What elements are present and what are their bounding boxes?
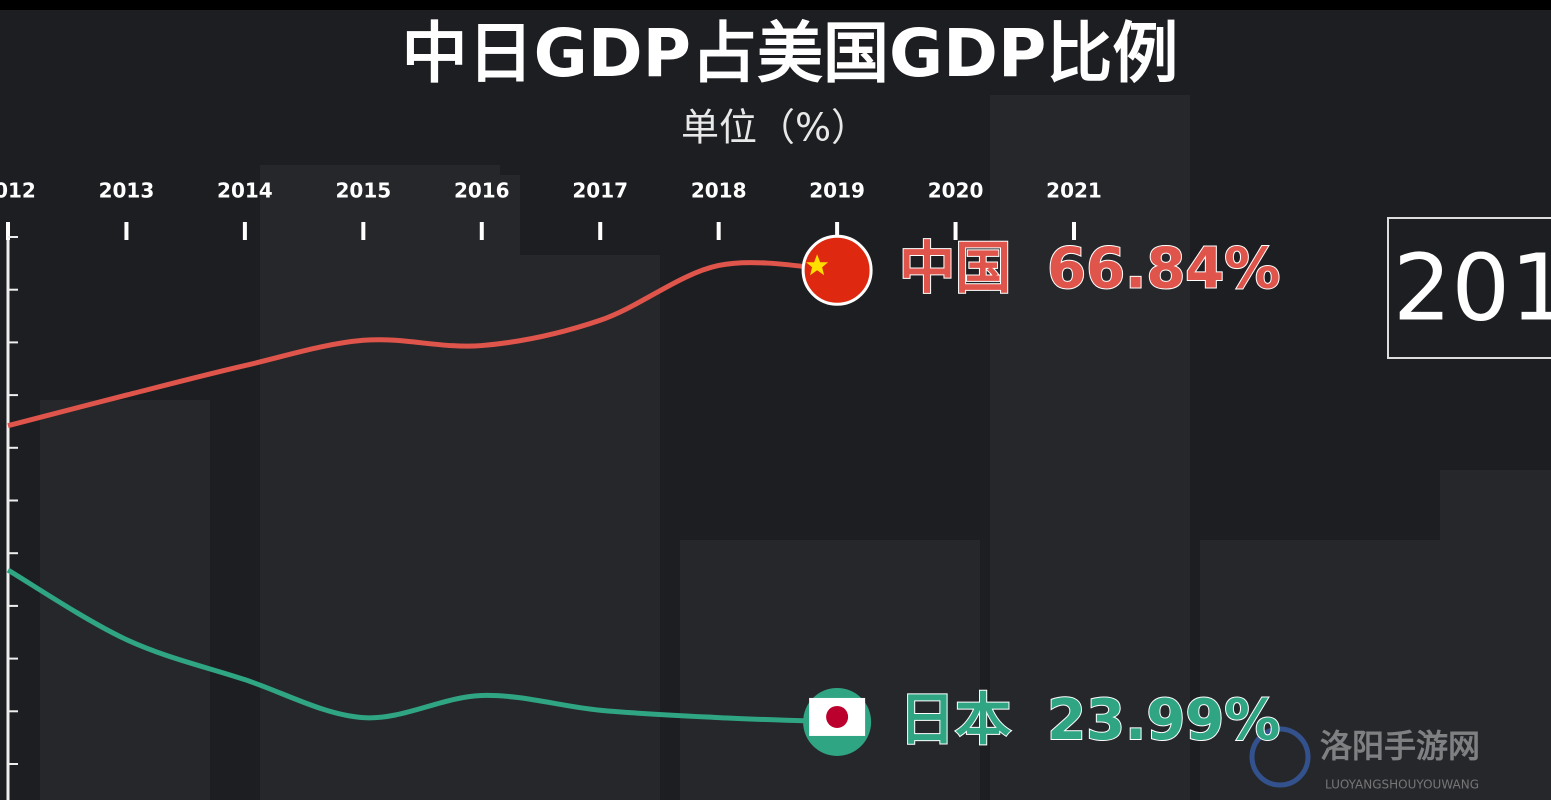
x-tick-label: 2020: [928, 179, 984, 203]
watermark: 洛阳手游网 LUOYANGSHOUYOUWANG: [1249, 726, 1480, 792]
top-bar: [0, 0, 1551, 10]
year-box: [1387, 217, 1551, 359]
x-tick-label: 2021: [1046, 179, 1102, 203]
flag: [803, 687, 872, 756]
flag-sun: [826, 705, 849, 728]
x-tick-label: 2014: [217, 179, 273, 203]
x-tick-label: 2015: [335, 179, 391, 203]
watermark-logo: [1249, 726, 1311, 788]
watermark-pinyin: LUOYANGSHOUYOUWANG: [1325, 778, 1479, 792]
watermark-name: 洛阳手游网: [1320, 727, 1480, 765]
x-tick-label: 2017: [572, 179, 628, 203]
chart-title: 中日GDP占美国GDP比例: [402, 15, 1179, 92]
value-label: 66.84%: [1047, 236, 1280, 301]
series-line: [7, 260, 838, 429]
flag: [801, 234, 873, 306]
year-display: 2019: [1393, 234, 1551, 341]
x-tick-label: 2013: [99, 179, 155, 203]
value-label: 23.99%: [1047, 688, 1280, 753]
chart-subtitle: 单位（%）: [681, 106, 869, 150]
legend-label: 日本: [899, 688, 1011, 753]
x-tick-label: 2018: [691, 179, 747, 203]
x-tick-label: 2012: [0, 179, 36, 203]
series-line: [6, 567, 838, 725]
legend-label: 中国: [899, 236, 1011, 301]
flag-disc: [801, 234, 873, 306]
flag-star: [806, 254, 829, 276]
x-tick-label: 2019: [809, 179, 865, 203]
x-tick-label: 2016: [454, 179, 510, 203]
